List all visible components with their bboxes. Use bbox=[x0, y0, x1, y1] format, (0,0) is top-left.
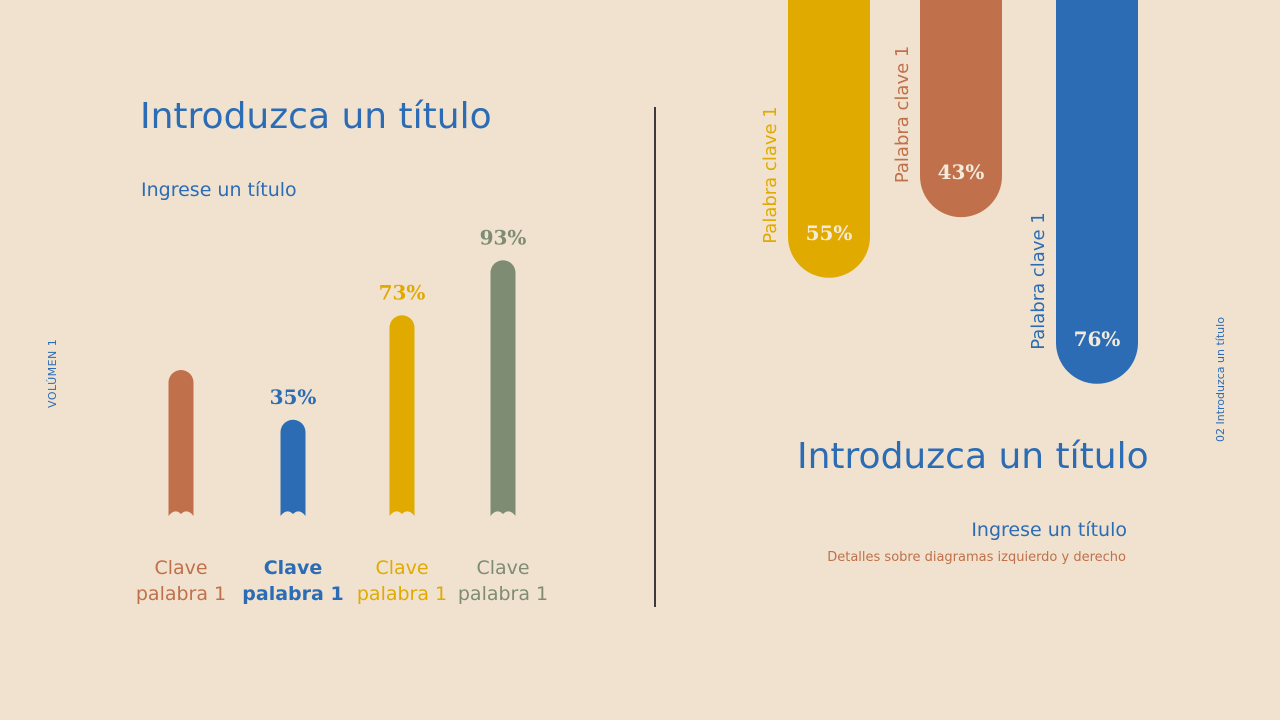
right-bar-value-label: 76% bbox=[1074, 327, 1121, 351]
left-title: Introduzca un título bbox=[140, 96, 492, 137]
vertical-divider bbox=[654, 107, 656, 607]
left-bar bbox=[280, 419, 306, 516]
left-bar bbox=[389, 315, 415, 516]
left-bar-value-label: 93% bbox=[480, 225, 527, 249]
right-bar bbox=[920, 0, 1002, 218]
left-bar bbox=[490, 260, 516, 516]
right-bar-value-label: 43% bbox=[938, 160, 985, 184]
right-bar bbox=[1056, 0, 1138, 384]
left-category-label-line1: Clave bbox=[375, 557, 429, 579]
right-detail: Detalles sobre diagramas izquierdo y der… bbox=[827, 550, 1126, 565]
left-category-label: Clave palabra 1 bbox=[238, 555, 348, 607]
right-bar-category-label: Palabra clave 1 bbox=[1028, 212, 1049, 350]
left-category-label-line1: Clave bbox=[154, 557, 208, 579]
left-category-label: Clave palabra 1 bbox=[448, 555, 558, 607]
left-category-label: Clave palabra 1 bbox=[126, 555, 236, 607]
right-bar-category-label: Palabra clave 1 bbox=[892, 46, 913, 184]
left-category-label-line2: palabra 1 bbox=[356, 583, 448, 605]
left-bar-value-label: 35% bbox=[270, 385, 317, 409]
left-category-label: Clave palabra 1 bbox=[347, 555, 457, 607]
left-category-label-line2: palabra 1 bbox=[135, 583, 227, 605]
right-title: Introduzca un título bbox=[797, 436, 1149, 477]
left-category-label-line1: Clave bbox=[263, 557, 323, 579]
right-bar-value-label: 55% bbox=[806, 221, 853, 245]
right-subtitle: Ingrese un título bbox=[971, 519, 1127, 541]
left-category-label-line2: palabra 1 bbox=[457, 583, 549, 605]
right-bar bbox=[788, 0, 870, 278]
left-category-label-line1: Clave bbox=[476, 557, 530, 579]
left-category-label-line2: palabra 1 bbox=[242, 583, 344, 605]
left-bar bbox=[168, 369, 194, 516]
left-subtitle: Ingrese un título bbox=[141, 179, 297, 201]
right-bar-category-label: Palabra clave 1 bbox=[760, 106, 781, 244]
left-bar-value-label: 73% bbox=[379, 280, 426, 304]
